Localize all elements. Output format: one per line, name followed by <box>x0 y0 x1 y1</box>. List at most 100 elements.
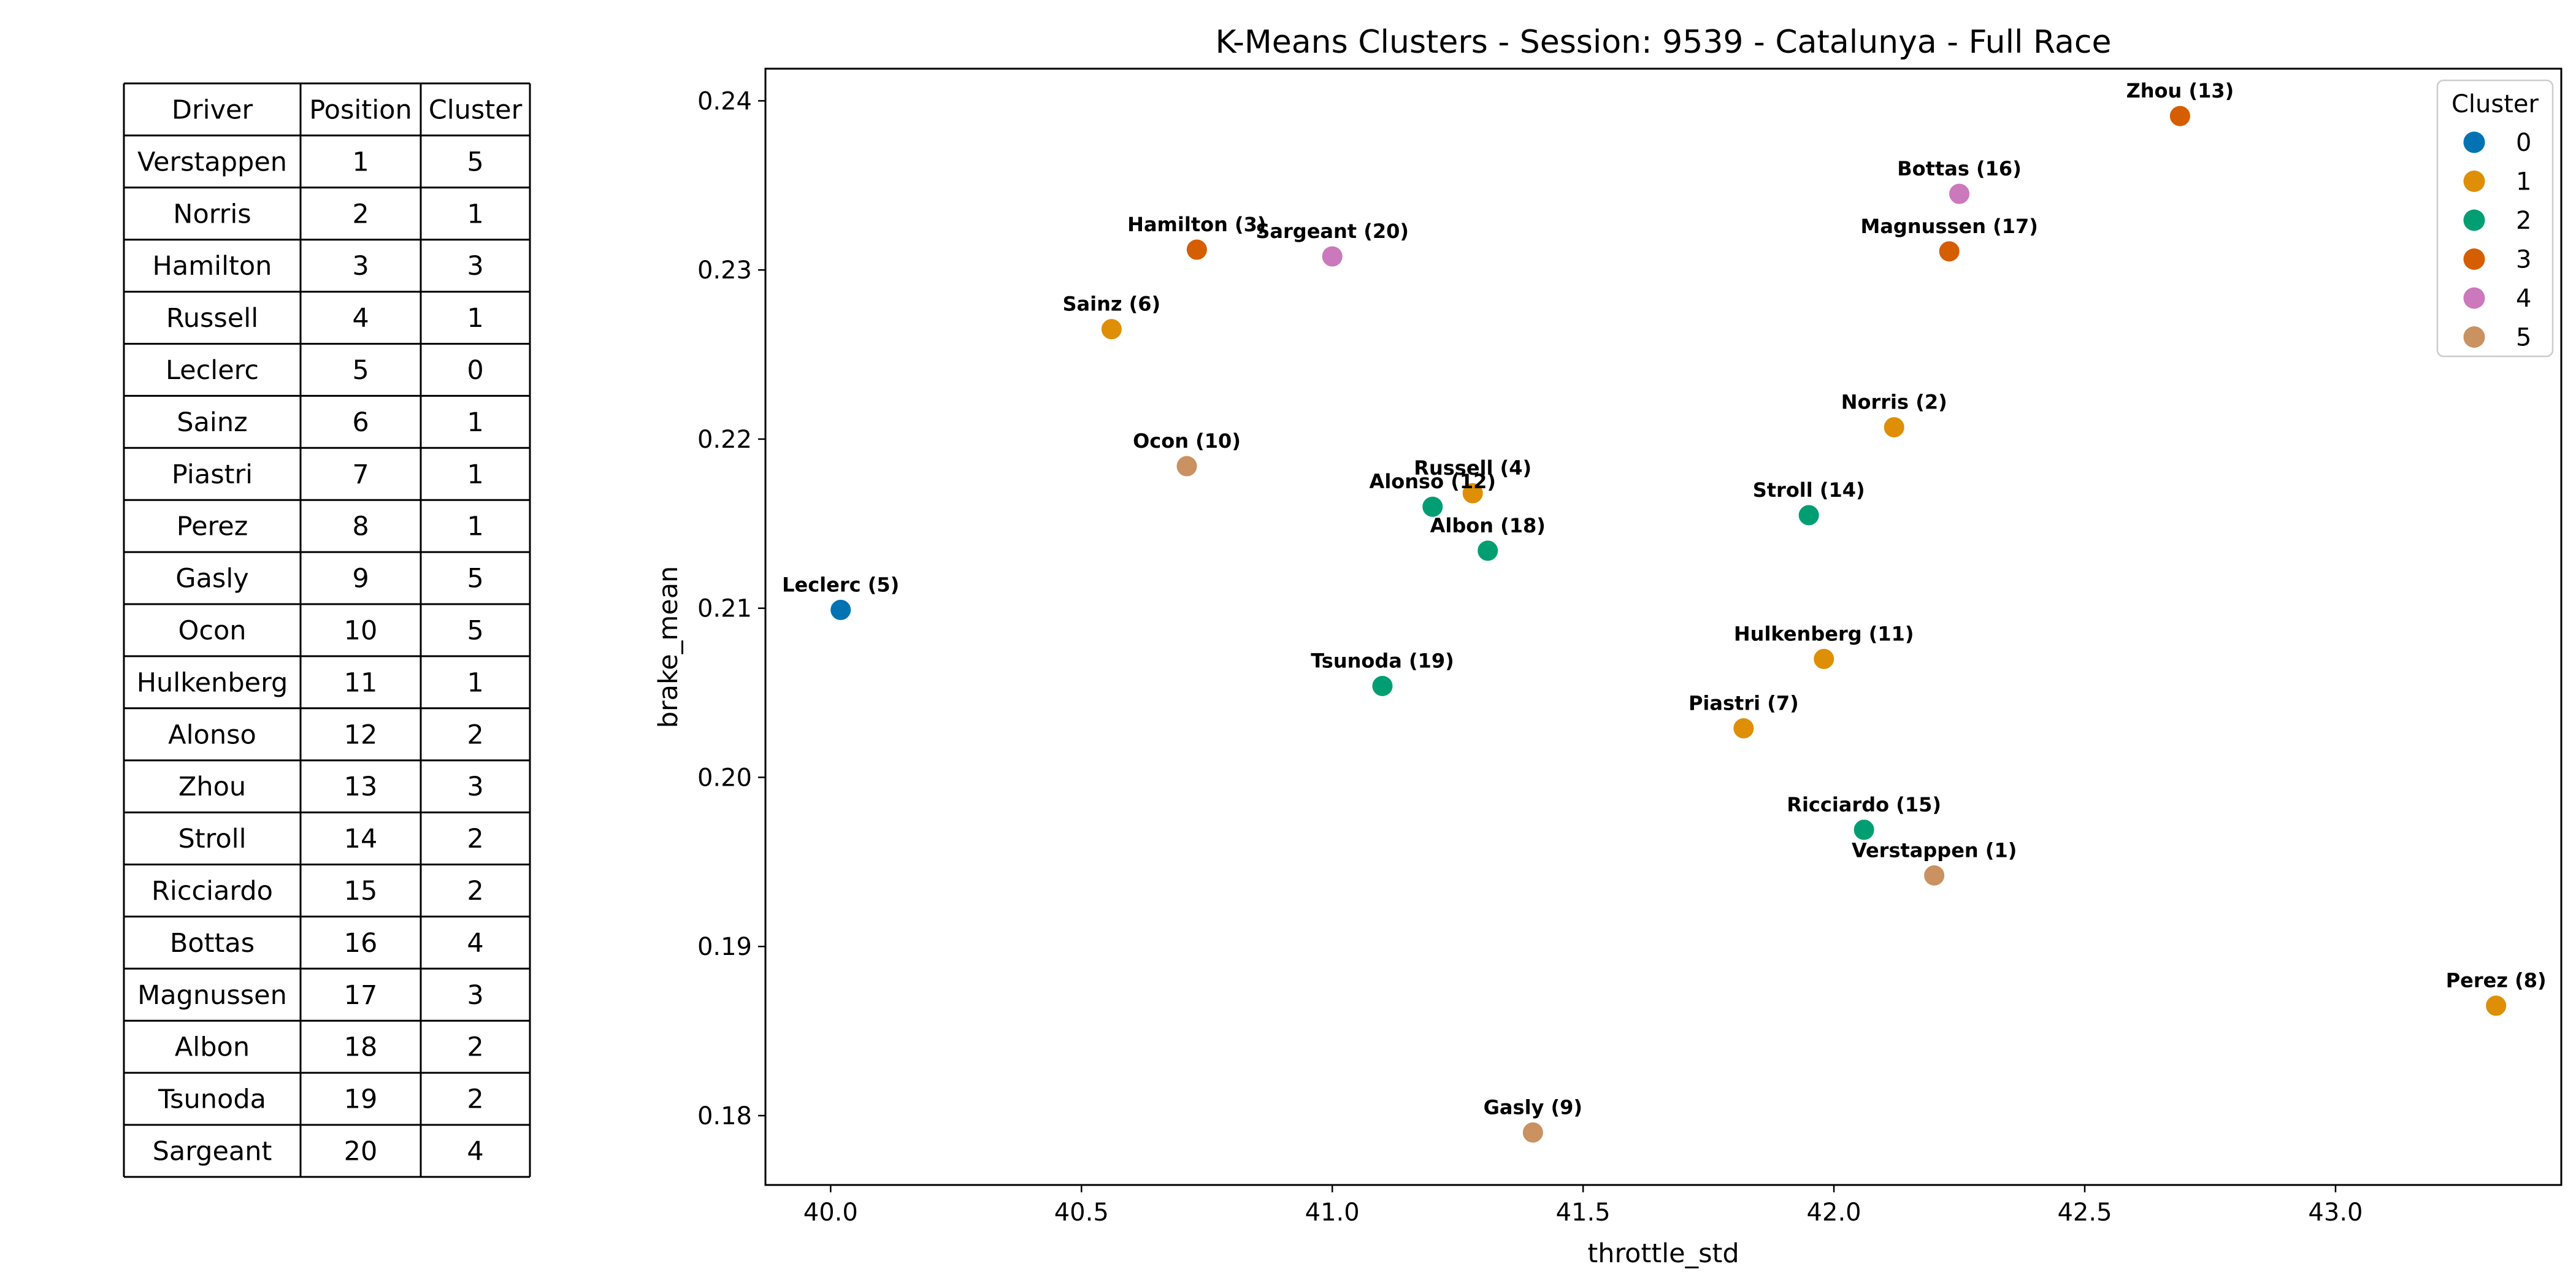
table-cell: 18 <box>344 1032 378 1063</box>
point-label: Magnussen (17) <box>1860 215 2037 238</box>
table-cell: Tsunoda <box>158 1084 266 1115</box>
table-cell: Hulkenberg <box>137 667 288 698</box>
table-cell: 1 <box>467 199 483 229</box>
legend-swatch <box>2463 209 2485 231</box>
table-cell: Russell <box>166 303 258 334</box>
table-cell: 2 <box>352 199 369 229</box>
table-cell: 5 <box>467 564 483 594</box>
table-cell: 2 <box>467 876 483 907</box>
table-cell: Magnussen <box>137 980 287 1011</box>
legend-label: 3 <box>2516 246 2531 274</box>
legend-label: 4 <box>2516 285 2531 313</box>
scatter-plot: K-Means Clusters - Session: 9539 - Catal… <box>653 24 2563 1269</box>
point-label: Stroll (14) <box>1753 478 1865 502</box>
table-header-cell: Cluster <box>429 94 523 125</box>
data-point <box>1948 182 1971 205</box>
table-cell: 16 <box>344 928 378 959</box>
chart-title: K-Means Clusters - Session: 9539 - Catal… <box>1216 24 2112 61</box>
y-tick-label: 0.21 <box>697 595 752 623</box>
table-cell: Piastri <box>172 459 253 490</box>
legend-label: 5 <box>2516 324 2531 352</box>
x-tick-label: 42.0 <box>1807 1198 1861 1227</box>
point-label: Sainz (6) <box>1062 293 1160 316</box>
table-cell: 1 <box>352 147 369 177</box>
table-cell: 2 <box>467 1032 483 1063</box>
legend-label: 0 <box>2516 129 2531 157</box>
point-label: Piastri (7) <box>1689 691 1799 715</box>
data-point <box>1521 1121 1544 1144</box>
table-cell: 9 <box>352 564 369 594</box>
legend: Cluster 0 1 2 3 4 5 <box>2436 79 2554 358</box>
table-cell: 6 <box>352 407 369 438</box>
table-cell: 1 <box>467 407 483 438</box>
table-cell: Stroll <box>178 824 246 854</box>
point-label: Albon (18) <box>1430 514 1546 537</box>
data-point <box>1852 818 1876 841</box>
table-cell: 4 <box>352 303 369 334</box>
table-cell: 12 <box>344 719 378 750</box>
legend-swatch <box>2463 131 2485 153</box>
data-point <box>1461 481 1484 505</box>
legend-swatch <box>2463 171 2485 192</box>
point-label: Alonso (12) <box>1370 470 1496 493</box>
table-cell: 15 <box>344 876 378 907</box>
y-tick-label: 0.23 <box>697 256 752 285</box>
point-label: Zhou (13) <box>2126 79 2234 102</box>
x-tick-label: 43.0 <box>2308 1198 2363 1227</box>
point-label: Sargeant (20) <box>1255 220 1409 243</box>
point-label: Gasly (9) <box>1484 1096 1582 1119</box>
point-label: Hulkenberg (11) <box>1734 622 1914 645</box>
table-cell: 2 <box>467 719 483 750</box>
y-tick-label: 0.19 <box>697 933 752 961</box>
point-label: Norris (2) <box>1841 391 1947 414</box>
table-cell: Sargeant <box>153 1136 272 1167</box>
table-cell: Perez <box>177 512 248 542</box>
table-cell: 19 <box>344 1084 378 1115</box>
table-cell: 1 <box>467 667 483 698</box>
table-cell: Gasly <box>175 564 248 594</box>
x-tick-label: 40.5 <box>1054 1198 1109 1227</box>
table-cell: 14 <box>344 824 378 854</box>
data-point <box>1732 716 1755 740</box>
point-label: Perez (8) <box>2446 969 2547 992</box>
data-point <box>1371 675 1394 698</box>
data-point <box>1923 864 1946 887</box>
y-tick-label: 0.18 <box>697 1102 752 1130</box>
table-cell: 10 <box>344 615 378 646</box>
data-point <box>1476 539 1500 562</box>
table-cell: 4 <box>467 928 483 959</box>
point-label: Ricciardo (15) <box>1787 793 1941 816</box>
table-cell: Ocon <box>178 615 246 646</box>
table-cell: Albon <box>175 1032 250 1063</box>
table-cell: Hamilton <box>153 251 272 282</box>
legend-label: 2 <box>2516 207 2531 235</box>
data-point <box>1938 240 1961 263</box>
table-cell: 4 <box>467 1136 483 1167</box>
table-cell: Verstappen <box>137 147 287 177</box>
data-point <box>1797 504 1820 527</box>
table-cell: Leclerc <box>166 355 259 386</box>
table-cell: 3 <box>467 251 483 282</box>
plot-frame <box>764 67 2563 1186</box>
data-point <box>2485 994 2508 1018</box>
y-tick-label: 0.20 <box>697 764 752 792</box>
data-point <box>2168 104 2191 128</box>
legend-swatch <box>2463 326 2485 348</box>
y-tick-label: 0.24 <box>697 87 752 115</box>
x-tick-label: 42.5 <box>2057 1198 2112 1227</box>
x-tick-label: 41.5 <box>1556 1198 1611 1227</box>
table-cell: 1 <box>467 512 483 542</box>
table-cell: 2 <box>467 824 483 854</box>
data-point <box>1321 245 1344 268</box>
table-cell: 8 <box>352 512 369 542</box>
table-cell: 17 <box>344 980 378 1011</box>
table-cell: 3 <box>352 251 369 282</box>
data-point <box>829 598 853 621</box>
data-point <box>1812 647 1836 670</box>
data-point <box>1421 495 1444 518</box>
table-header-cell: Driver <box>172 94 253 125</box>
table-cell: 0 <box>467 355 483 386</box>
